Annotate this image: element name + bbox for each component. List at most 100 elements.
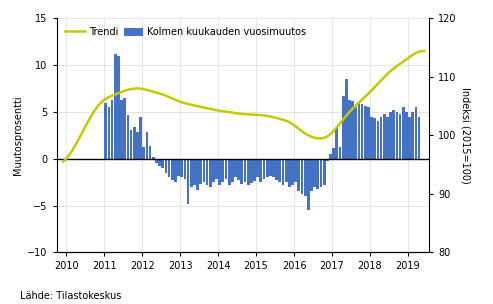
Bar bbox=[392, 110, 395, 159]
Bar bbox=[228, 159, 231, 185]
Bar bbox=[149, 146, 151, 159]
Bar bbox=[285, 159, 287, 182]
Bar bbox=[136, 133, 139, 159]
Bar bbox=[310, 159, 313, 192]
Bar bbox=[307, 159, 310, 210]
Bar bbox=[161, 159, 164, 168]
Bar bbox=[171, 159, 174, 180]
Bar bbox=[405, 112, 408, 159]
Bar bbox=[152, 157, 155, 159]
Bar bbox=[319, 159, 322, 187]
Bar bbox=[244, 159, 246, 182]
Bar bbox=[263, 159, 265, 179]
Bar bbox=[193, 159, 196, 185]
Bar bbox=[225, 159, 227, 179]
Bar bbox=[294, 159, 297, 182]
Bar bbox=[361, 104, 363, 159]
Bar bbox=[364, 106, 367, 159]
Bar bbox=[139, 116, 142, 159]
Bar bbox=[345, 79, 348, 159]
Bar bbox=[130, 130, 133, 159]
Bar bbox=[380, 116, 383, 159]
Bar bbox=[180, 159, 183, 178]
Bar bbox=[105, 102, 107, 159]
Bar bbox=[386, 116, 389, 159]
Bar bbox=[332, 148, 335, 159]
Bar bbox=[196, 159, 199, 190]
Bar bbox=[326, 159, 329, 161]
Bar bbox=[279, 159, 281, 182]
Bar bbox=[183, 159, 186, 179]
Bar bbox=[297, 159, 300, 192]
Bar bbox=[142, 147, 145, 159]
Bar bbox=[111, 100, 113, 159]
Bar bbox=[237, 159, 240, 180]
Bar bbox=[354, 107, 357, 159]
Y-axis label: Muutosprosentti: Muutosprosentti bbox=[13, 95, 23, 175]
Bar bbox=[174, 159, 177, 182]
Bar bbox=[266, 159, 269, 178]
Y-axis label: Indeksi (2015=100): Indeksi (2015=100) bbox=[460, 87, 470, 184]
Bar bbox=[411, 112, 414, 159]
Bar bbox=[402, 107, 405, 159]
Bar bbox=[114, 54, 117, 159]
Bar bbox=[234, 159, 237, 178]
Bar bbox=[218, 159, 221, 185]
Bar bbox=[165, 159, 167, 173]
Bar bbox=[107, 107, 110, 159]
Bar bbox=[120, 100, 123, 159]
Bar bbox=[383, 114, 386, 159]
Bar bbox=[209, 159, 211, 187]
Bar bbox=[335, 128, 338, 159]
Bar bbox=[168, 159, 171, 178]
Bar bbox=[187, 159, 189, 204]
Bar bbox=[304, 159, 307, 196]
Bar bbox=[291, 159, 294, 185]
Bar bbox=[329, 154, 332, 159]
Bar bbox=[253, 159, 256, 181]
Bar bbox=[415, 107, 417, 159]
Bar bbox=[212, 159, 215, 182]
Bar bbox=[313, 159, 316, 187]
Bar bbox=[199, 159, 202, 184]
Legend: Trendi, Kolmen kuukauden vuosimuutos: Trendi, Kolmen kuukauden vuosimuutos bbox=[62, 23, 310, 41]
Bar bbox=[117, 56, 120, 159]
Bar bbox=[206, 159, 209, 185]
Bar bbox=[339, 147, 341, 159]
Bar bbox=[282, 159, 284, 185]
Bar bbox=[177, 159, 180, 175]
Bar bbox=[418, 116, 421, 159]
Bar bbox=[259, 159, 262, 182]
Bar bbox=[377, 121, 379, 159]
Bar bbox=[357, 102, 360, 159]
Text: Lähde: Tilastokeskus: Lähde: Tilastokeskus bbox=[20, 291, 121, 301]
Bar bbox=[269, 159, 272, 175]
Bar bbox=[241, 159, 243, 184]
Bar bbox=[370, 116, 373, 159]
Bar bbox=[395, 112, 398, 159]
Bar bbox=[221, 159, 224, 182]
Bar bbox=[288, 159, 291, 187]
Bar bbox=[373, 119, 376, 159]
Bar bbox=[215, 159, 218, 179]
Bar bbox=[272, 159, 275, 178]
Bar bbox=[203, 159, 205, 182]
Bar bbox=[190, 159, 193, 187]
Bar bbox=[247, 159, 249, 185]
Bar bbox=[250, 159, 253, 183]
Bar bbox=[127, 115, 129, 159]
Bar bbox=[145, 132, 148, 159]
Bar bbox=[133, 127, 136, 159]
Bar bbox=[158, 159, 161, 166]
Bar bbox=[399, 114, 401, 159]
Bar bbox=[275, 159, 278, 180]
Bar bbox=[155, 159, 158, 163]
Bar bbox=[231, 159, 234, 182]
Bar bbox=[367, 107, 370, 159]
Bar bbox=[123, 98, 126, 159]
Bar bbox=[389, 112, 392, 159]
Bar bbox=[323, 159, 325, 185]
Bar bbox=[408, 116, 411, 159]
Bar bbox=[317, 159, 319, 189]
Bar bbox=[256, 159, 259, 178]
